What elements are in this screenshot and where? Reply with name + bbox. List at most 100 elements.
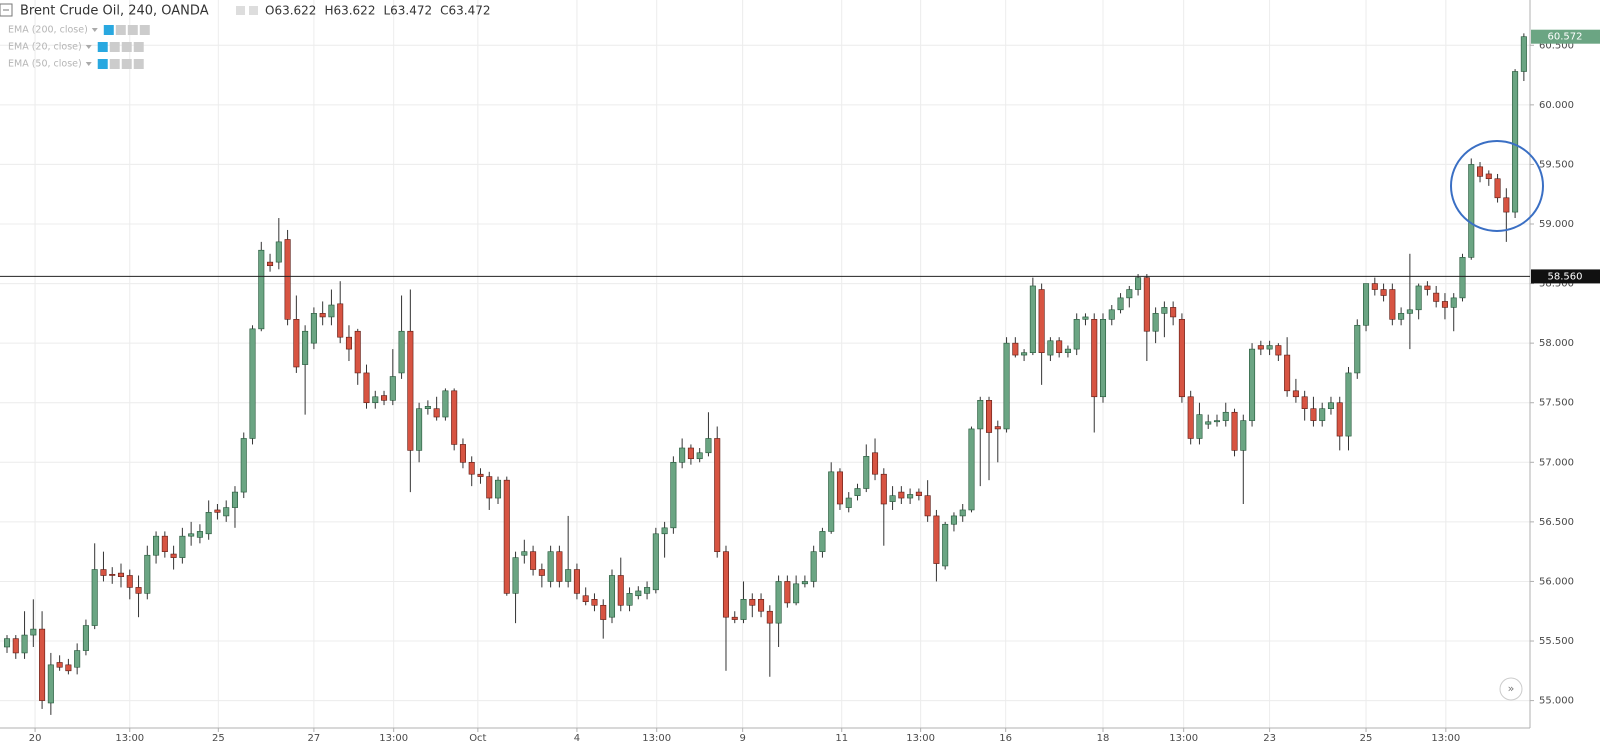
candle-body xyxy=(267,261,274,267)
candle-body xyxy=(801,581,808,585)
candle-body xyxy=(854,488,861,496)
candle-body xyxy=(994,426,1001,430)
candle-body xyxy=(459,444,466,463)
candle-body xyxy=(819,531,826,552)
candle-body xyxy=(1064,348,1071,353)
indicator-button[interactable] xyxy=(109,59,120,69)
candle-body xyxy=(538,569,545,576)
candle-body xyxy=(170,553,177,558)
indicator-eye[interactable] xyxy=(97,42,108,52)
indicator-button[interactable] xyxy=(121,59,132,69)
x-tick-label: 25 xyxy=(1360,733,1373,744)
indicator-button[interactable] xyxy=(127,25,138,35)
candle-body xyxy=(1415,285,1422,311)
candle-body xyxy=(573,569,580,594)
candle-body xyxy=(872,452,879,475)
candle-body xyxy=(1406,309,1413,314)
candle-body xyxy=(240,438,247,493)
candle-body xyxy=(1389,289,1396,320)
indicator-dropdown[interactable] xyxy=(85,45,92,49)
candle-body xyxy=(1082,316,1089,320)
candle-body xyxy=(109,573,116,576)
last-price-label: 60.572 xyxy=(1548,32,1583,43)
indicator-button[interactable] xyxy=(139,25,150,35)
candle-body xyxy=(644,587,651,594)
candle-body xyxy=(100,569,107,576)
candle-body xyxy=(1003,342,1010,430)
indicator-dropdown[interactable] xyxy=(85,62,92,66)
candle-body xyxy=(915,491,922,496)
candle-body xyxy=(880,473,887,505)
indicator-eye[interactable] xyxy=(97,59,108,69)
candle-body xyxy=(223,507,230,517)
candle-body xyxy=(153,535,160,556)
candle-body xyxy=(942,523,949,567)
candle-body xyxy=(784,581,791,604)
candle-body xyxy=(214,509,221,513)
candle-body xyxy=(1161,307,1168,314)
candle-body xyxy=(556,551,563,582)
indicator-list: EMA (200, close) EMA (20, close) EMA (50, … xyxy=(8,25,150,70)
y-tick-label: 57.500 xyxy=(1539,398,1574,409)
candle-body xyxy=(1354,324,1361,374)
hline-badge xyxy=(1531,269,1600,284)
indicator-button[interactable] xyxy=(121,42,132,52)
candle-body xyxy=(1056,340,1063,353)
source-icon[interactable] xyxy=(249,6,258,15)
candle-body xyxy=(1327,402,1334,409)
candle-body xyxy=(1319,408,1326,421)
candle-body xyxy=(775,581,782,624)
indicator-label: EMA (50, close) xyxy=(8,59,82,70)
candle-body xyxy=(161,535,168,552)
candle-body xyxy=(1424,285,1431,290)
indicator-button[interactable] xyxy=(133,42,144,52)
candle-body xyxy=(1468,164,1475,258)
settings-icon[interactable] xyxy=(236,6,245,15)
candle-body xyxy=(1029,285,1036,353)
candle-body xyxy=(1205,421,1212,425)
indicator-button[interactable] xyxy=(109,42,120,52)
candle-body xyxy=(74,650,81,668)
candle-body xyxy=(381,395,388,401)
candle-body xyxy=(1196,414,1203,439)
indicator-button[interactable] xyxy=(133,59,144,69)
hline-label: 58.560 xyxy=(1548,271,1583,282)
candle-body xyxy=(1222,411,1229,421)
candle-body xyxy=(345,336,352,350)
candle-body xyxy=(810,551,817,582)
candle-body xyxy=(530,551,537,570)
candle-body xyxy=(47,664,54,704)
candle-body xyxy=(1249,348,1256,421)
candle-body xyxy=(249,328,256,439)
candle-body xyxy=(363,372,370,404)
candle-body xyxy=(117,572,125,577)
candle-body xyxy=(39,628,46,701)
scroll-button-icon: » xyxy=(1508,682,1515,695)
candle-body xyxy=(828,471,835,532)
candle-body xyxy=(1047,340,1054,356)
candle-body xyxy=(398,330,405,374)
indicator-eye[interactable] xyxy=(103,25,114,35)
candle-body xyxy=(740,599,747,620)
candle-body xyxy=(600,604,607,620)
ohlc-value: O63.622 xyxy=(265,4,316,18)
candle-body xyxy=(275,241,282,263)
y-tick-label: 60.000 xyxy=(1539,100,1574,111)
candle-body xyxy=(714,438,721,552)
candle-body xyxy=(372,396,379,404)
indicator-button[interactable] xyxy=(115,25,126,35)
candle-body xyxy=(231,491,238,508)
indicator-dropdown[interactable] xyxy=(91,28,98,32)
y-tick-label: 55.000 xyxy=(1539,696,1574,707)
candle-body xyxy=(1213,420,1221,423)
candle-body xyxy=(1099,319,1107,398)
collapse-icon[interactable] xyxy=(0,3,13,17)
candle-body xyxy=(65,664,72,672)
y-tick-label: 56.500 xyxy=(1539,517,1574,528)
y-tick-label: 56.000 xyxy=(1539,576,1574,587)
candle-body xyxy=(416,408,423,451)
candle-body xyxy=(547,551,554,582)
candle-body xyxy=(451,390,458,445)
candle-body xyxy=(608,575,616,618)
scroll-button[interactable] xyxy=(1499,677,1523,701)
